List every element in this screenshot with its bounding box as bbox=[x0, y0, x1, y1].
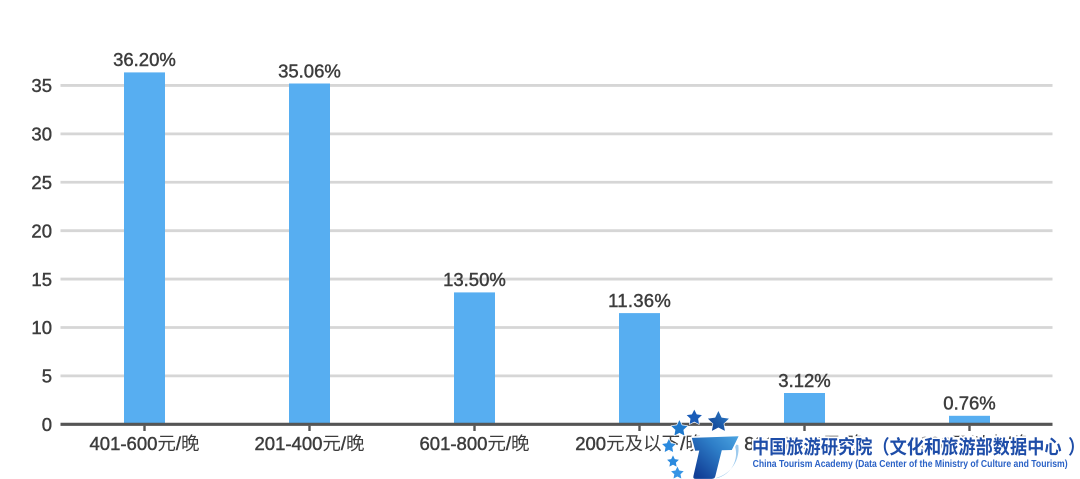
svg-text:/: / bbox=[341, 433, 347, 454]
svg-text:25: 25 bbox=[31, 172, 52, 193]
svg-text:11.36%: 11.36% bbox=[608, 290, 671, 311]
svg-text:401-600: 401-600 bbox=[90, 433, 158, 454]
svg-text:30: 30 bbox=[31, 124, 52, 145]
svg-text:10: 10 bbox=[31, 317, 52, 338]
svg-text:5: 5 bbox=[42, 366, 52, 387]
svg-text:35: 35 bbox=[31, 75, 52, 96]
svg-text:/: / bbox=[176, 433, 182, 454]
svg-text:/: / bbox=[506, 433, 512, 454]
svg-text:China Tourism Academy (Data Ce: China Tourism Academy (Data Center of th… bbox=[753, 459, 1068, 470]
svg-text:20: 20 bbox=[31, 220, 52, 241]
svg-text:36.20%: 36.20% bbox=[113, 49, 176, 70]
svg-text:/: / bbox=[680, 433, 686, 454]
svg-text:0.76%: 0.76% bbox=[943, 393, 995, 414]
svg-text:15: 15 bbox=[31, 269, 52, 290]
svg-text:201-400: 201-400 bbox=[255, 433, 323, 454]
svg-text:13.50%: 13.50% bbox=[443, 269, 506, 290]
svg-text:601-800: 601-800 bbox=[420, 433, 488, 454]
svg-text:3.12%: 3.12% bbox=[778, 370, 830, 391]
svg-text:35.06%: 35.06% bbox=[278, 60, 341, 81]
svg-text:0: 0 bbox=[42, 414, 52, 435]
svg-text:200: 200 bbox=[575, 433, 606, 454]
